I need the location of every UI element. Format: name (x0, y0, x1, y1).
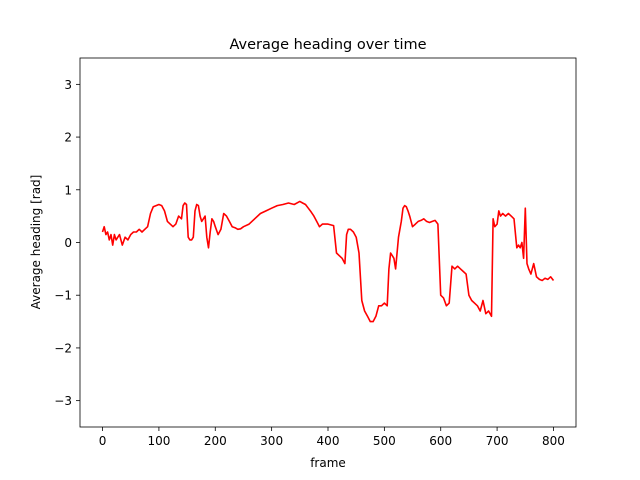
y-tick-label: −1 (54, 289, 72, 303)
x-tick-label: 600 (429, 434, 452, 448)
chart-title: Average heading over time (229, 37, 426, 53)
series-line-0 (101, 200, 555, 323)
x-tick-label: 400 (317, 434, 340, 448)
x-axis-label: frame (310, 456, 346, 470)
y-tick-label: −2 (54, 341, 72, 355)
y-tick-label: 3 (64, 78, 72, 92)
x-tick-label: 800 (542, 434, 565, 448)
y-axis-label: Average heading [rad] (29, 175, 43, 310)
y-tick-label: 1 (64, 183, 72, 197)
x-axis: 0 100 200 300 400 500 600 700 800 (99, 427, 565, 448)
x-tick-label: 200 (204, 434, 227, 448)
series-layer (101, 200, 555, 323)
x-tick-label: 100 (147, 434, 170, 448)
y-tick-label: 0 (64, 236, 72, 250)
y-tick-label: −3 (54, 394, 72, 408)
x-tick-label: 700 (486, 434, 509, 448)
y-tick-label: 2 (64, 131, 72, 145)
plot-area (80, 58, 576, 427)
y-axis: −3 −2 −1 0 1 2 3 (54, 78, 80, 408)
x-tick-label: 300 (260, 434, 283, 448)
x-tick-label: 0 (99, 434, 107, 448)
x-tick-label: 500 (373, 434, 396, 448)
